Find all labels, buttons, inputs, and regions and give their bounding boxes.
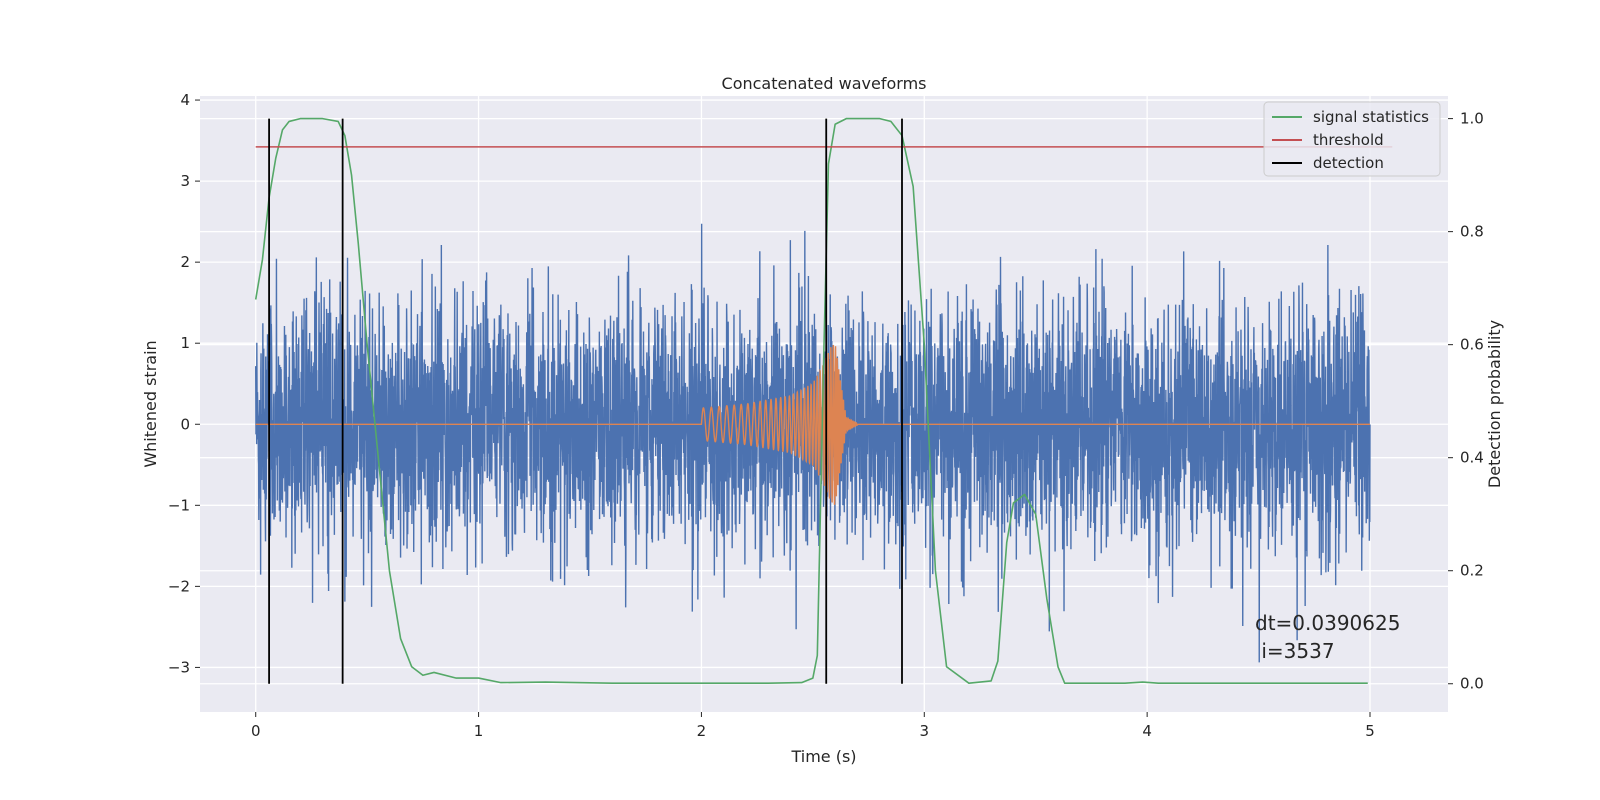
y-right-tick-label: 0.2 xyxy=(1460,562,1484,580)
x-tick-label: 3 xyxy=(920,722,930,740)
x-tick-label: 2 xyxy=(697,722,707,740)
y-tick-label: 4 xyxy=(180,91,190,109)
legend-label-signal-statistics: signal statistics xyxy=(1313,108,1429,126)
y-tick-label: 3 xyxy=(180,172,190,190)
y-right-tick-label: 0.6 xyxy=(1460,336,1484,354)
plot-layer xyxy=(254,117,1393,684)
legend-label-detection: detection xyxy=(1313,154,1384,172)
x-tick-label: 5 xyxy=(1365,722,1375,740)
y-tick-label: 0 xyxy=(180,415,190,433)
y-axis-label: Whitened strain xyxy=(141,340,160,467)
y-axis-right-label: Detection probability xyxy=(1485,320,1504,488)
y-tick-label: 2 xyxy=(180,253,190,271)
y-tick-label: −1 xyxy=(168,496,190,514)
x-tick-label: 0 xyxy=(251,722,261,740)
y-right-tick-label: 1.0 xyxy=(1460,110,1484,128)
y-tick-label: −2 xyxy=(168,577,190,595)
y-tick-label: −3 xyxy=(168,658,190,676)
legend-box xyxy=(1263,101,1441,177)
signal-statistics-line xyxy=(254,117,1368,684)
x-tick-label: 1 xyxy=(474,722,484,740)
y-right-tick-label: 0.8 xyxy=(1460,223,1484,241)
chart-title: Concatenated waveforms xyxy=(722,74,927,93)
annotation-index: i=3537 xyxy=(1255,639,1335,663)
y-tick-label: 1 xyxy=(180,334,190,352)
annotation-dt: dt=0.0390625 xyxy=(1255,611,1400,635)
injected-chirp-line xyxy=(255,344,1371,505)
legend: signal statistics threshold detection xyxy=(1263,101,1441,177)
x-tick-label: 4 xyxy=(1142,722,1152,740)
noise-series-line xyxy=(255,223,1371,663)
x-axis-label: Time (s) xyxy=(790,747,856,766)
legend-label-threshold: threshold xyxy=(1313,131,1384,149)
y-right-tick-label: 0.0 xyxy=(1460,675,1484,693)
annotation: dt=0.0390625 i=3537 xyxy=(1255,611,1400,663)
y-right-tick-label: 0.4 xyxy=(1460,449,1484,467)
axis-ticks: 0 1 2 3 4 5 −3 −2 −1 0 1 2 3 4 0.0 0.2 0.4 0.6 0.8 1.0 xyxy=(168,91,1484,740)
